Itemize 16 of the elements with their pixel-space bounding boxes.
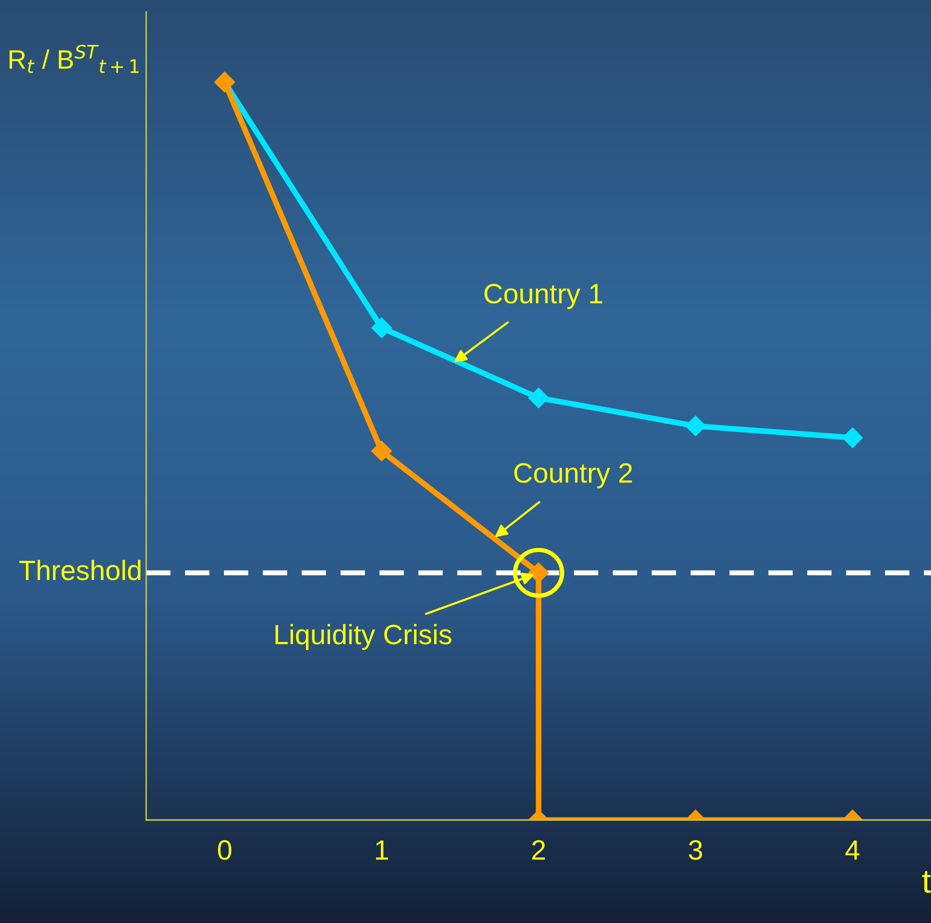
x-axis-title: t	[922, 871, 931, 893]
point	[371, 440, 392, 462]
series-label: Country 2	[514, 463, 632, 488]
x-tick-label: 4	[845, 840, 860, 860]
x-tick-label: 1	[376, 840, 388, 860]
point	[685, 416, 706, 436]
point	[371, 317, 392, 338]
x-tick-label: 2	[532, 840, 545, 860]
annotation: Liquidity Crisis	[276, 624, 452, 650]
x-tick-label: 0	[218, 840, 232, 860]
ref-line-label: Threshold	[19, 560, 140, 580]
text: Country 1	[484, 284, 602, 310]
point	[842, 427, 863, 448]
x-tick-label: 3	[688, 840, 702, 860]
y-axis-title: R$_{t}$ / B$^{ST}$$_{t+1}$	[10, 44, 139, 73]
point	[528, 388, 549, 408]
